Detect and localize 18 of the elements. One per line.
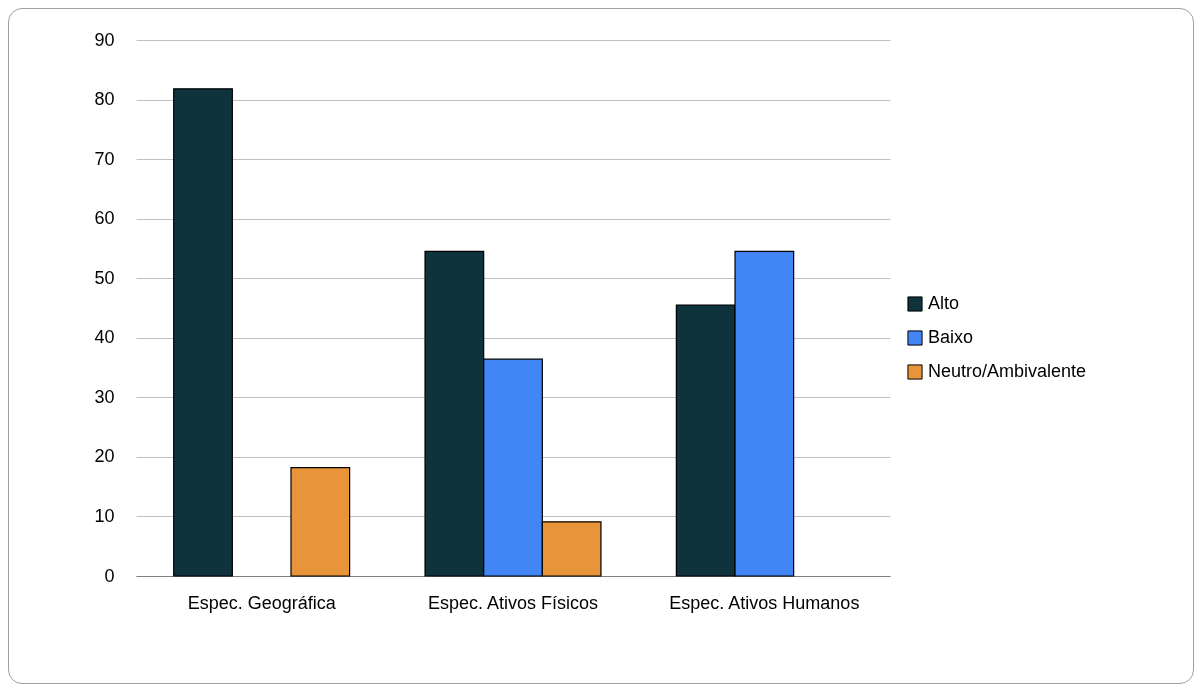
y-tick-label: 80 (94, 89, 115, 110)
bar (290, 467, 351, 577)
y-tick-label: 60 (94, 208, 115, 229)
legend-label: Baixo (928, 327, 974, 347)
y-tick-label: 40 (94, 327, 115, 348)
y-tick-label: 0 (104, 565, 115, 586)
y-tick-label: 30 (94, 386, 115, 407)
y-tick-label: 10 (94, 505, 115, 526)
legend-label: Alto (928, 293, 960, 313)
x-tick-label: Espec. Geográfica (187, 592, 337, 613)
y-tick-label: 50 (94, 267, 115, 288)
x-tick-label: Espec. Ativos Humanos (669, 592, 860, 613)
legend-label: Neutro/Ambivalente (928, 361, 1087, 381)
y-tick-label: 70 (94, 148, 115, 169)
y-tick-label: 20 (94, 446, 115, 467)
bar (173, 88, 233, 577)
y-tick-label: 90 (94, 29, 115, 50)
x-tick-label: Espec. Ativos Físicos (427, 592, 599, 613)
